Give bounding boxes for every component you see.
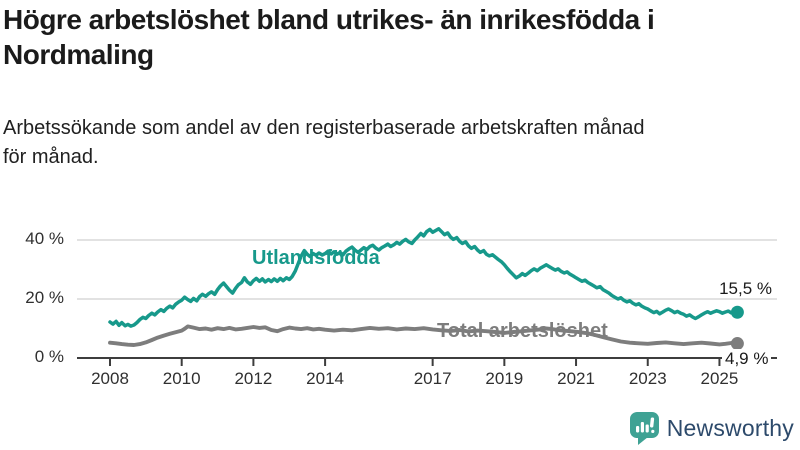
end-value-label-utlandsfodda: 15,5 %	[719, 279, 772, 298]
x-axis-label: 2023	[628, 369, 667, 388]
x-axis-label: 2021	[557, 369, 595, 388]
y-axis-label: 40 %	[25, 229, 64, 248]
series-line-total	[108, 324, 740, 347]
page-title: Högre arbetslöshet bland utrikes- än inr…	[3, 2, 797, 72]
x-axis-label: 2019	[485, 369, 524, 388]
subtitle-line-1: Arbetssökande som andel av den registerb…	[3, 117, 645, 139]
x-axis-label: 2010	[162, 369, 201, 388]
series-label-utlandsfodda: Utlandsfödda	[252, 247, 380, 269]
speech-bubble-bar-chart-icon	[629, 412, 659, 445]
series-label-total: Total arbetslöshet	[437, 320, 608, 342]
x-axis-label: 2012	[234, 369, 273, 388]
newsworthy-logo: Newsworthy	[629, 410, 794, 446]
x-axis-label: 2008	[91, 369, 129, 388]
series-end-dot	[730, 337, 744, 351]
headline-line-1: Högre arbetslöshet bland utrikes- än inr…	[3, 4, 655, 35]
series-line-utlandsfodda	[108, 227, 740, 328]
chart-subtitle: Arbetssökande som andel av den registerb…	[3, 114, 793, 172]
y-axis-label: 0 %	[34, 347, 64, 366]
newsworthy-wordmark: Newsworthy	[666, 414, 794, 441]
end-value-label-total: 4,9 %	[722, 349, 772, 369]
subtitle-line-2: för månad.	[3, 146, 99, 168]
headline-line-2: Nordmaling	[3, 39, 154, 70]
y-axis-label: 20 %	[25, 288, 64, 307]
x-axis-label: 2017	[413, 369, 452, 388]
series-end-dot	[730, 305, 744, 319]
x-axis-label: 2025	[700, 369, 739, 388]
x-axis-label: 2014	[306, 369, 344, 388]
